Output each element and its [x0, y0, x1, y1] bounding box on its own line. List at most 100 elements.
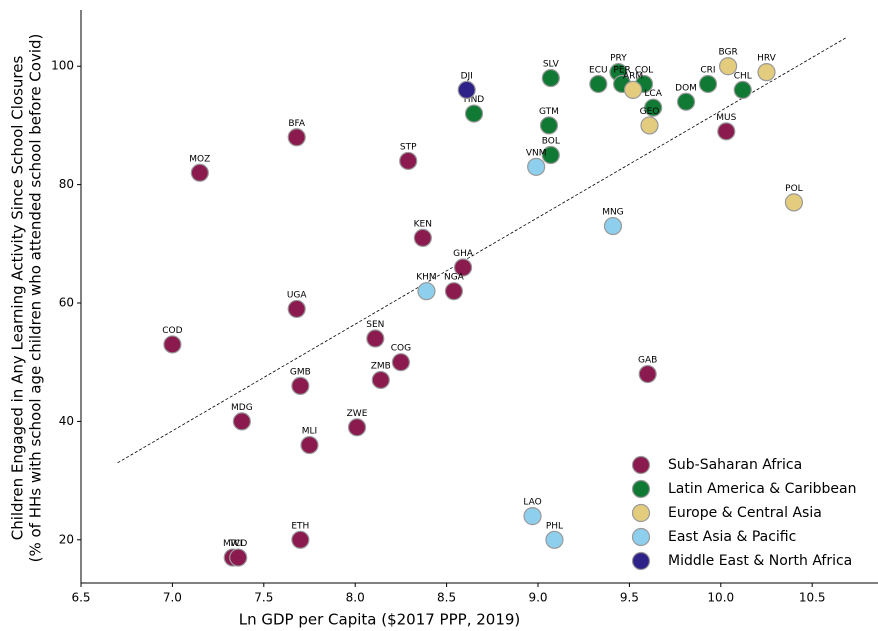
point-label: HND: [464, 95, 485, 105]
legend-label: Middle East & North Africa: [668, 553, 852, 569]
point-label: GEO: [640, 107, 660, 117]
point-label: GTM: [539, 107, 559, 117]
point: [545, 530, 564, 549]
x-tick-label: 7.0: [163, 591, 182, 605]
point: [541, 145, 560, 165]
point-label: ECU: [589, 65, 608, 75]
point: [287, 128, 306, 147]
y-tick-label: 100: [51, 59, 74, 73]
point: [229, 548, 248, 567]
y-axis-label: Children Engaged in Any Learning Activit…: [9, 56, 27, 541]
point: [232, 412, 251, 431]
point-label: ZMB: [371, 361, 391, 371]
point-label: UGA: [287, 290, 308, 300]
trendline: [117, 36, 848, 464]
legend-label: East Asia & Pacific: [668, 529, 796, 545]
point-label: DOM: [675, 83, 697, 93]
point: [399, 151, 418, 171]
point: [417, 282, 436, 301]
point: [527, 157, 546, 176]
point-label: ZWE: [347, 409, 368, 419]
point-label: BGR: [718, 48, 737, 58]
x-tick-label: 8.0: [346, 591, 365, 605]
point-label: POL: [785, 184, 803, 194]
point-label: CHL: [734, 71, 752, 81]
point-label: NGA: [444, 273, 465, 283]
point-label: BFA: [288, 119, 306, 129]
point-label: MUS: [716, 113, 736, 123]
legend-label: Europe & Central Asia: [668, 505, 822, 521]
y-axis-label: (% of HHs with school age children who a…: [27, 34, 45, 563]
point-label: ARM: [623, 71, 643, 81]
point: [719, 57, 738, 76]
point: [640, 116, 659, 135]
point: [287, 299, 306, 319]
point: [371, 370, 390, 390]
point: [603, 216, 623, 236]
point: [638, 364, 657, 384]
point: [291, 530, 310, 549]
point: [644, 98, 663, 117]
point: [784, 193, 804, 212]
x-tick-label: 8.5: [437, 591, 456, 605]
y-tick-label: 20: [59, 532, 74, 546]
point-label: MDG: [231, 403, 253, 413]
x-tick-label: 9.5: [620, 591, 639, 605]
point: [623, 80, 643, 100]
point-label: MOZ: [189, 154, 210, 164]
point: [698, 74, 718, 94]
point: [457, 80, 476, 100]
x-tick-label: 9.0: [528, 591, 547, 605]
legend-marker: [631, 551, 651, 571]
point-label: ETH: [291, 521, 309, 531]
point: [391, 353, 410, 372]
point: [539, 116, 559, 135]
point-label: COG: [391, 344, 411, 354]
legend-marker: [631, 527, 651, 547]
point: [464, 104, 484, 123]
point: [733, 80, 752, 100]
point-label: CRI: [700, 65, 715, 75]
point-label: MWI: [223, 539, 242, 549]
legend-marker: [631, 479, 651, 499]
point-label: PHL: [546, 521, 563, 531]
point: [589, 74, 608, 94]
x-tick-label: 6.5: [71, 591, 90, 605]
point-label: BOL: [542, 137, 560, 147]
x-axis-label: Ln GDP per Capita ($2017 PPP, 2019): [239, 611, 521, 629]
point: [291, 376, 310, 395]
legend-marker: [631, 503, 651, 523]
y-tick-label: 60: [59, 296, 74, 310]
point-label: STP: [400, 142, 417, 152]
point: [300, 435, 319, 455]
point-label: MLI: [302, 427, 317, 437]
point: [347, 418, 367, 437]
point-label: DJI: [461, 71, 473, 81]
point: [413, 228, 432, 247]
y-tick-label: 80: [59, 177, 74, 191]
point-label: GHA: [453, 249, 474, 259]
point-label: PER: [613, 65, 630, 75]
point: [453, 258, 473, 277]
point-label: COD: [162, 326, 182, 336]
point-label: GMB: [290, 367, 311, 377]
point-label: PRY: [610, 54, 627, 64]
point-label: KHM: [416, 273, 436, 283]
point: [523, 507, 542, 526]
point-label: LAO: [523, 498, 541, 508]
x-tick-label: 7.5: [254, 591, 273, 605]
point: [717, 122, 736, 141]
point: [757, 63, 776, 82]
legend-marker: [631, 455, 651, 475]
point: [676, 92, 696, 111]
point-label: SEN: [366, 320, 384, 330]
legend-label: Sub-Saharan Africa: [668, 457, 802, 473]
x-tick-label: 10.0: [707, 591, 734, 605]
y-tick-label: 40: [59, 414, 74, 428]
point: [444, 282, 464, 301]
point: [163, 335, 182, 354]
point-label: KEN: [414, 219, 432, 229]
point-label: VNM: [526, 148, 547, 158]
